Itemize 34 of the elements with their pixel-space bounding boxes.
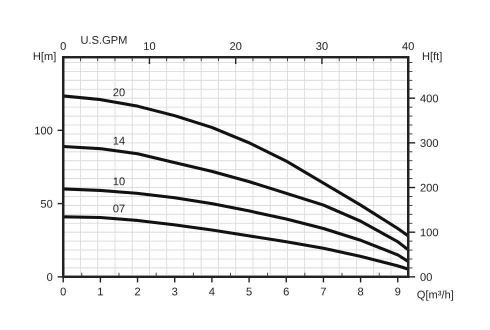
y2-tick-label: 400	[420, 94, 438, 102]
x-tick-label: 8	[358, 288, 364, 296]
series-label: 20	[113, 88, 125, 96]
line-series	[63, 144, 408, 252]
x2-tick-label: 20	[230, 42, 242, 50]
x2-tick-label: 10	[144, 42, 156, 50]
y-axis-title: H[m]	[34, 52, 56, 62]
y-tick-label: 50	[40, 200, 52, 208]
y2-axis-title: H[ft]	[422, 52, 442, 62]
y-tick-label: 0	[47, 273, 52, 282]
x2-tick-label: 30	[316, 42, 328, 50]
x2-tick-label: 0	[60, 42, 66, 50]
y2-tick-label: 200	[420, 184, 438, 192]
y-tick-label: 100	[35, 126, 52, 134]
line-series	[63, 187, 408, 264]
x-tick-label: 6	[284, 288, 289, 296]
x-tick-label: 5	[246, 288, 252, 296]
x-tick-label: 2	[135, 288, 140, 296]
series-label: 10	[114, 177, 125, 186]
y2-tick-label: 300	[420, 139, 438, 147]
x-axis-title: Q[m³/h]	[417, 290, 454, 301]
x2-axis-title: U.S.GPM	[81, 36, 126, 44]
x-tick-label: 0	[60, 288, 66, 296]
x-tick-label: 1	[98, 288, 103, 296]
x-tick-label: 4	[209, 288, 215, 296]
x-tick-label: 9	[395, 288, 400, 296]
series-label: 07	[113, 204, 125, 212]
x-tick-label: 3	[172, 288, 178, 296]
x-tick-label: 7	[320, 288, 326, 296]
x2-tick-label: 40	[402, 42, 414, 50]
series-label: 14	[114, 136, 125, 145]
line-series	[63, 215, 408, 271]
y2-tick-label: 00	[420, 273, 432, 282]
y2-tick-label: 100	[420, 228, 438, 236]
